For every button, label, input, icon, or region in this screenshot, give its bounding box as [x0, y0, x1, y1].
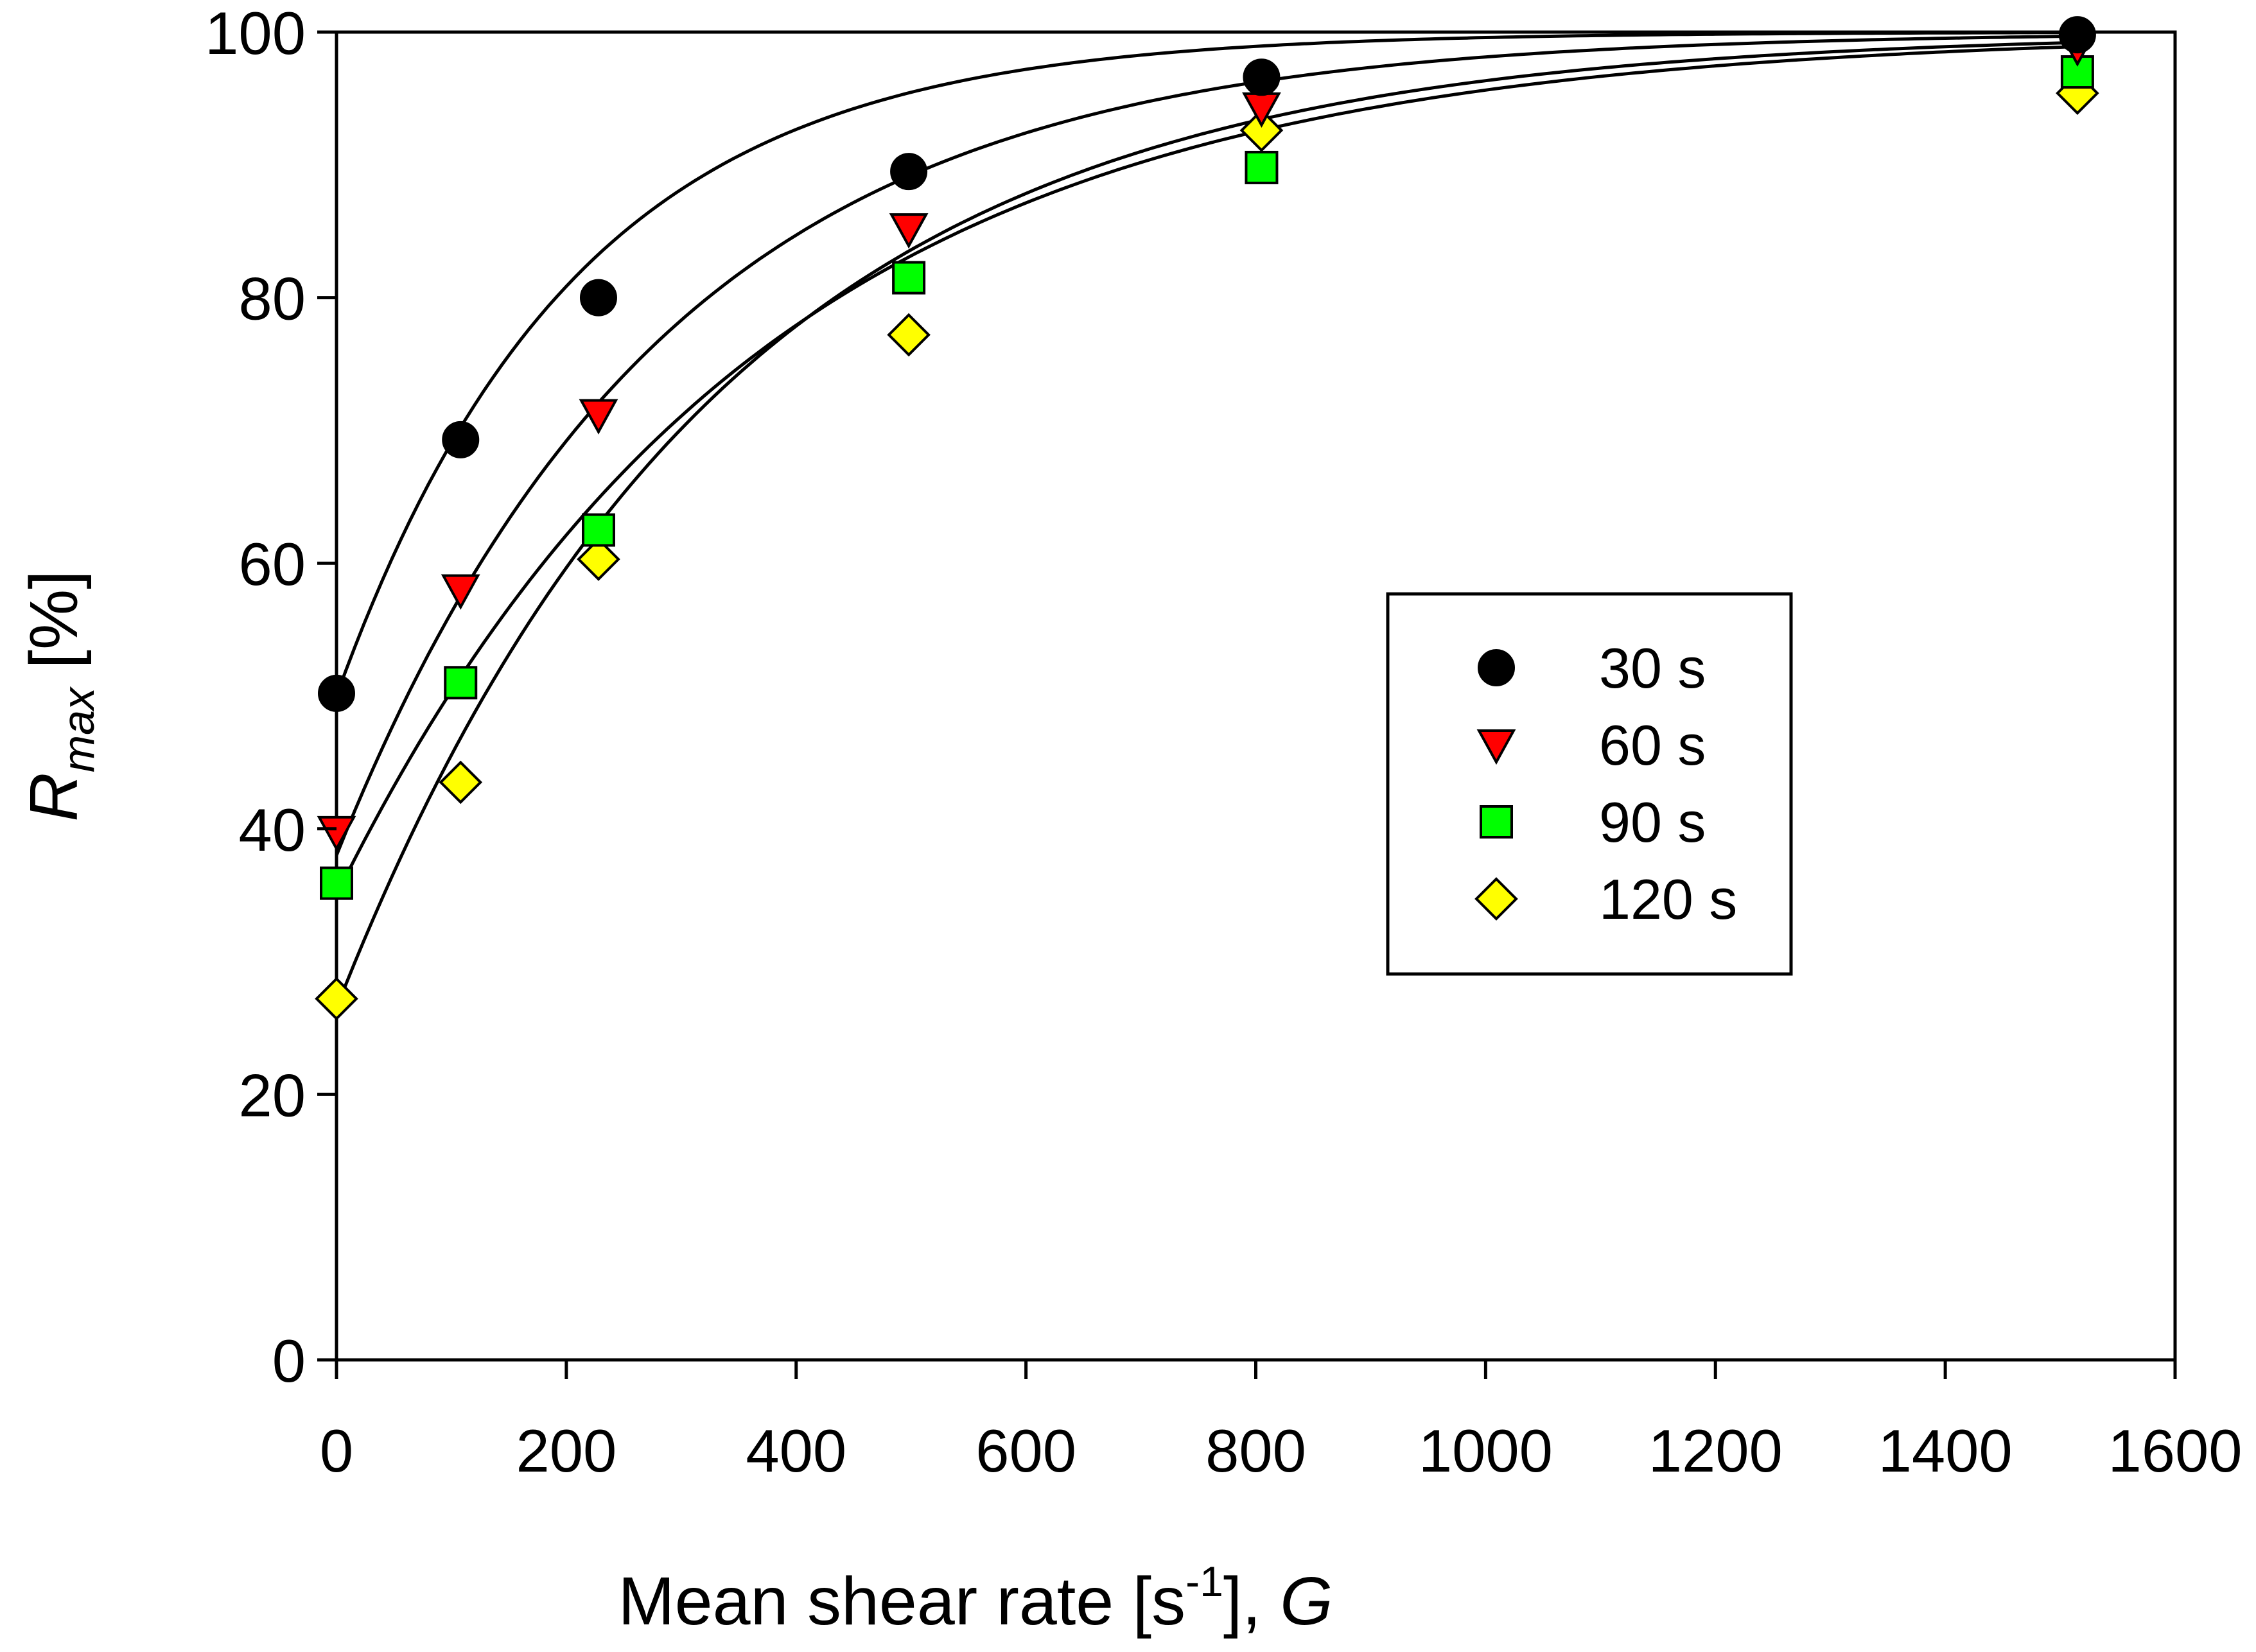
point-60s — [317, 815, 356, 852]
legend-label: 30 s — [1599, 636, 1706, 700]
y-tick-label: 100 — [205, 0, 306, 67]
x-tick-label: 1600 — [2108, 1417, 2242, 1484]
point-60s — [1242, 92, 1281, 128]
x-tick-label: 400 — [746, 1417, 846, 1484]
point-60s — [579, 399, 618, 435]
legend: 30 s 60 s 90 s 120 s — [1386, 592, 1793, 976]
x-tick-label: 1400 — [1878, 1417, 2013, 1484]
x-axis-title-sup: -1 — [1185, 1558, 1223, 1605]
point-30s — [442, 421, 480, 458]
point-90s — [892, 261, 926, 295]
x-axis-title: Mean shear rate [s-1], G — [618, 1558, 1333, 1639]
point-30s — [579, 279, 617, 317]
point-90s — [444, 666, 478, 700]
point-90s — [1245, 150, 1279, 184]
point-120s — [315, 977, 358, 1021]
y-tick-label: 80 — [238, 265, 306, 333]
x-tick-label: 1000 — [1419, 1417, 1553, 1484]
y-tick-label: 60 — [238, 530, 306, 598]
x-tick-label: 600 — [975, 1417, 1076, 1484]
x-axis-title-main: Mean shear rate [s — [618, 1563, 1185, 1639]
point-30s — [318, 674, 355, 712]
x-axis: 0 200 400 600 800 1000 1200 1400 1600 — [320, 1360, 2243, 1484]
fit-curves — [335, 31, 2083, 1009]
point-30s — [2058, 16, 2096, 54]
point-90s — [581, 513, 615, 547]
point-30s — [890, 153, 928, 191]
fit-curve-30s — [335, 31, 2083, 697]
y-tick-label: 20 — [238, 1061, 306, 1129]
point-90s — [320, 866, 353, 900]
data-markers — [315, 16, 2099, 1021]
x-tick-label: 0 — [320, 1417, 353, 1484]
plot-frame — [335, 30, 2177, 1362]
legend-marker-60s — [1476, 729, 1516, 765]
y-tick-label: 0 — [272, 1327, 306, 1395]
point-30s — [1243, 58, 1281, 96]
y-axis-title-main: R — [16, 772, 92, 822]
point-120s — [577, 537, 620, 581]
x-axis-title-tail: ], — [1223, 1563, 1280, 1639]
legend-marker-30s — [1478, 649, 1515, 686]
y-axis-title-tail: [%] — [16, 570, 92, 688]
fit-curve-60s — [335, 34, 2083, 856]
legend-marker-90s — [1480, 805, 1513, 839]
y-axis-title: Rmax [%] — [16, 570, 103, 821]
y-axis: 0 20 40 60 80 100 — [205, 0, 337, 1395]
fit-curve-120s — [335, 40, 2083, 1009]
point-120s — [439, 760, 483, 804]
y-tick-label: 40 — [238, 796, 306, 864]
legend-box — [1386, 592, 1793, 976]
x-tick-label: 800 — [1205, 1417, 1306, 1484]
point-60s — [889, 213, 929, 249]
y-axis-title-sub: max — [53, 686, 103, 772]
x-tick-label: 1200 — [1648, 1417, 1783, 1484]
point-120s — [887, 313, 931, 357]
legend-label: 120 s — [1599, 867, 1737, 931]
x-tick-label: 200 — [516, 1417, 616, 1484]
legend-marker-120s — [1474, 877, 1518, 921]
fit-curve-90s — [335, 44, 2083, 896]
legend-items: 30 s 60 s 90 s 120 s — [1474, 636, 1737, 931]
x-axis-title-italic: G — [1280, 1563, 1333, 1639]
legend-label: 90 s — [1599, 790, 1706, 854]
point-120s — [1239, 109, 1284, 152]
point-60s — [441, 574, 480, 610]
legend-label: 60 s — [1599, 713, 1706, 777]
